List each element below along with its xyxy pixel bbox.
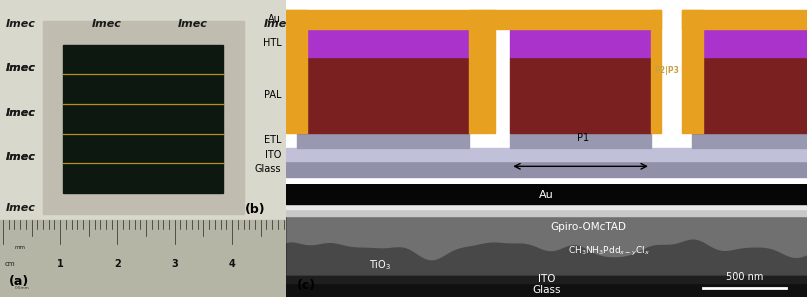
Text: (c): (c) (297, 279, 316, 293)
Text: Imec: Imec (194, 63, 224, 73)
Text: Imec: Imec (178, 19, 207, 29)
Bar (63, 45, 224, 193)
Text: Au: Au (539, 190, 554, 200)
Text: ITO: ITO (538, 274, 555, 284)
Text: Imec: Imec (6, 63, 36, 73)
Text: CH$_3$NH$_3$Pdd$_{x-y}$Cl$_x$: CH$_3$NH$_3$Pdd$_{x-y}$Cl$_x$ (568, 245, 650, 258)
Bar (286, 10, 469, 29)
Text: Active area: Active area (353, 192, 408, 202)
Text: 0.5mm: 0.5mm (15, 286, 29, 290)
Bar (297, 57, 469, 132)
Text: Imec: Imec (6, 63, 36, 73)
Bar (650, 10, 661, 132)
Bar (286, 204, 807, 209)
Text: HTL: HTL (262, 38, 282, 48)
Bar (0, 220, 286, 297)
Text: Imec: Imec (6, 152, 36, 162)
Text: loss area: loss area (541, 192, 584, 202)
Text: PAL: PAL (264, 90, 282, 100)
Text: Imec: Imec (6, 152, 36, 162)
Text: P1: P1 (577, 133, 589, 143)
Text: nc: nc (6, 247, 20, 257)
Bar (682, 10, 703, 132)
Text: (a): (a) (9, 275, 29, 288)
Bar (692, 29, 807, 57)
Bar (286, 148, 807, 161)
Text: Imec: Imec (6, 108, 36, 118)
Bar (510, 57, 650, 132)
Bar (692, 57, 807, 132)
Bar (510, 29, 650, 57)
Bar (692, 132, 807, 148)
Bar (469, 10, 661, 29)
Text: Imec: Imec (6, 108, 36, 118)
Bar (286, 10, 307, 132)
Text: 500 nm: 500 nm (725, 272, 763, 282)
Text: Imec: Imec (6, 203, 36, 213)
Text: (b): (b) (245, 203, 266, 216)
Text: 4: 4 (228, 259, 236, 269)
Text: 3: 3 (171, 259, 178, 269)
Bar (469, 10, 495, 132)
Text: ETL: ETL (264, 135, 282, 145)
Bar (297, 29, 469, 57)
Text: 1: 1 (56, 259, 64, 269)
Text: Gpiro-OMcTAD: Gpiro-OMcTAD (550, 222, 626, 232)
Text: Glass: Glass (533, 285, 561, 295)
Bar (510, 132, 650, 148)
Text: Imec: Imec (194, 108, 224, 118)
Bar (286, 274, 807, 283)
Text: 2: 2 (114, 259, 121, 269)
Text: cm: cm (4, 261, 15, 267)
Text: Au: Au (269, 15, 282, 24)
Bar (286, 10, 807, 177)
Bar (297, 132, 469, 148)
Bar (286, 204, 807, 216)
Text: Imec: Imec (6, 19, 36, 29)
Text: Glass: Glass (255, 164, 282, 174)
Bar (43, 21, 244, 214)
Bar (286, 283, 807, 297)
Text: mm: mm (15, 246, 25, 250)
Text: Imec: Imec (194, 152, 224, 162)
Bar (682, 10, 807, 29)
Bar (286, 184, 807, 204)
Text: ITO: ITO (265, 150, 282, 159)
Text: P2|P3: P2|P3 (654, 66, 679, 75)
Bar (286, 161, 807, 177)
Text: TiO$_3$: TiO$_3$ (369, 258, 391, 272)
Text: Ime: Ime (264, 19, 286, 29)
Text: Imec: Imec (92, 19, 122, 29)
